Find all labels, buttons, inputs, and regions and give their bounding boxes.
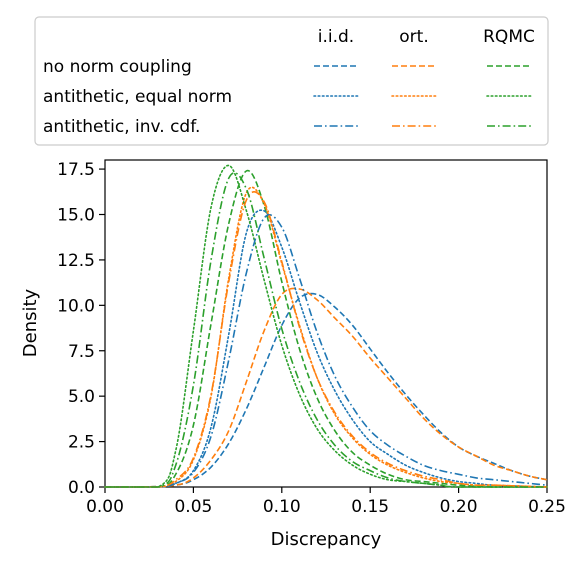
x-tick-label: 0.25 (528, 497, 566, 517)
legend: i.i.d. ort. RQMC no norm coupling antitheti… (34, 16, 549, 146)
series-line-i-i-d-antithetic-inv-cdf (104, 214, 548, 488)
x-tick-label: 0.10 (263, 497, 301, 517)
plot-frame (104, 159, 548, 488)
x-axis: 0.00 0.05 0.10 0.15 0.20 0.25 (86, 487, 566, 517)
series-line-rqmc-antithetic-equal-norm (104, 164, 548, 488)
x-tick-label: 0.20 (440, 497, 478, 517)
series-line-i-i-d-no-norm-coupling (104, 292, 548, 488)
series-line-rqmc-no-norm-coupling (104, 169, 548, 488)
y-tick-label: 17.5 (57, 160, 95, 180)
y-tick-label: 7.5 (68, 342, 95, 362)
legend-column-header: RQMC (483, 27, 535, 47)
y-tick-label: 5.0 (68, 387, 95, 407)
legend-row-label: no norm coupling (43, 57, 192, 77)
legend-box (34, 16, 549, 146)
x-tick-label: 0.05 (174, 497, 212, 517)
series-line-ort-antithetic-equal-norm (104, 186, 548, 488)
y-tick-label: 15.0 (57, 206, 95, 226)
x-axis-label: Discrepancy (271, 529, 382, 550)
series-lines (104, 164, 548, 488)
series-line-ort-antithetic-inv-cdf (104, 191, 548, 488)
y-tick-label: 10.0 (57, 296, 95, 316)
x-tick-label: 0.00 (86, 497, 124, 517)
x-tick-label: 0.15 (351, 497, 389, 517)
y-tick-label: 12.5 (57, 251, 95, 271)
legend-row-label: antithetic, inv. cdf. (43, 117, 200, 137)
y-tick-label: 2.5 (68, 433, 95, 453)
legend-row-label: antithetic, equal norm (43, 87, 232, 107)
legend-column-header: ort. (399, 27, 428, 47)
series-line-ort-no-norm-coupling (104, 287, 548, 488)
legend-column-header: i.i.d. (318, 27, 354, 47)
series-line-i-i-d-antithetic-equal-norm (104, 209, 548, 488)
series-line-rqmc-antithetic-inv-cdf (104, 172, 548, 488)
y-tick-label: 0.0 (68, 478, 95, 498)
y-axis: 0.0 2.5 5.0 7.5 10.0 12.5 15.0 17.5 (57, 160, 105, 498)
y-axis-label: Density (20, 288, 41, 357)
